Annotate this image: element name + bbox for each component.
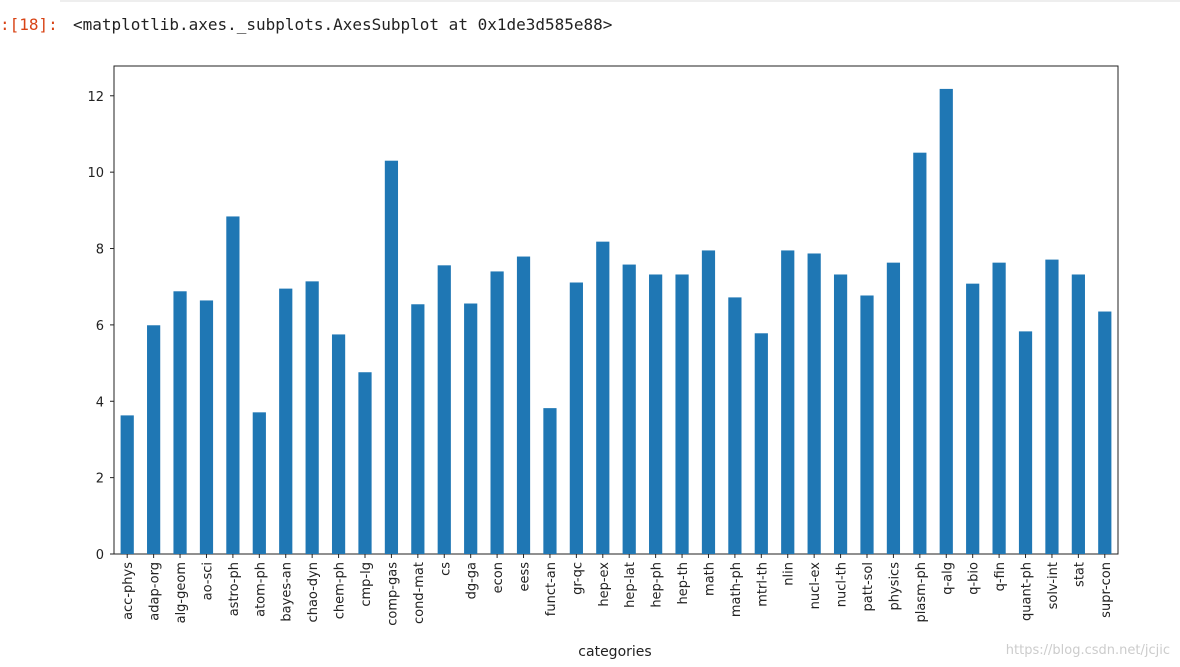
- x-tick-label: stat: [1072, 562, 1087, 587]
- bar: [913, 152, 927, 554]
- bar: [807, 253, 821, 554]
- bar: [728, 297, 742, 554]
- x-tick-label: math-ph: [729, 562, 744, 617]
- x-tick-label: cmp-lg: [359, 562, 374, 607]
- x-tick-label: hep-th: [676, 562, 691, 605]
- bar: [384, 160, 399, 554]
- y-tick-label: 10: [87, 166, 104, 181]
- x-axis-label: categories: [578, 644, 651, 660]
- x-tick-label: eess: [518, 562, 533, 592]
- x-tick-label: bayes-an: [280, 562, 295, 622]
- x-tick-label: comp-gas: [385, 562, 400, 626]
- x-tick-label: nucl-ex: [808, 562, 823, 610]
- bar: [437, 265, 451, 554]
- y-tick-label: 8: [96, 243, 104, 258]
- bar: [1098, 311, 1112, 554]
- x-tick-label: ao-sci: [200, 562, 215, 600]
- y-tick-label: 12: [87, 90, 104, 105]
- x-tick-label: alg-geom: [174, 562, 189, 623]
- bar: [675, 274, 689, 554]
- bar: [331, 334, 346, 554]
- bar: [622, 264, 636, 554]
- bar: [147, 325, 161, 554]
- x-tick-label: cond-mat: [412, 562, 427, 624]
- bar: [252, 412, 266, 554]
- bar: [305, 281, 319, 554]
- bar: [199, 300, 214, 554]
- bar: [781, 250, 795, 554]
- bar: [992, 262, 1006, 554]
- y-tick-label: 6: [96, 319, 104, 334]
- x-tick-label: astro-ph: [227, 562, 242, 616]
- bar: [833, 274, 848, 554]
- bar: [516, 256, 531, 554]
- bar: [569, 282, 583, 554]
- output-text: <matplotlib.axes._subplots.AxesSubplot a…: [73, 15, 612, 34]
- x-tick-label: cs: [438, 562, 453, 576]
- bar: [1018, 331, 1033, 554]
- y-tick-label: 0: [96, 548, 104, 563]
- x-tick-label: plasm-ph: [914, 562, 929, 622]
- x-tick-label: hep-ph: [650, 562, 665, 608]
- bar: [226, 216, 240, 554]
- bar: [1045, 259, 1059, 554]
- output-prompt: :[18]:: [0, 15, 58, 34]
- x-tick-label: chem-ph: [333, 562, 348, 619]
- x-tick-label: nucl-th: [835, 562, 850, 607]
- x-tick-label: q-alg: [940, 562, 955, 595]
- x-tick-label: physics: [887, 562, 902, 611]
- bar: [1071, 274, 1085, 554]
- x-tick-label: adap-org: [148, 562, 163, 621]
- x-tick-label: patt-sol: [861, 562, 876, 611]
- x-tick-label: mtrl-th: [755, 562, 770, 607]
- bar: [966, 283, 980, 554]
- x-tick-label: atom-ph: [253, 562, 268, 617]
- x-tick-label: q-bio: [967, 562, 982, 595]
- bar: [596, 241, 610, 554]
- bar: [886, 262, 901, 554]
- bar: [358, 372, 372, 554]
- bar: [649, 274, 663, 554]
- watermark: https://blog.csdn.net/jcjic: [1006, 643, 1170, 658]
- bar: [543, 408, 557, 554]
- bar: [860, 295, 874, 554]
- x-tick-label: supr-con: [1099, 562, 1114, 618]
- x-tick-label: dg-ga: [465, 562, 480, 599]
- x-tick-label: hep-ex: [597, 562, 612, 607]
- x-tick-label: math: [702, 562, 717, 596]
- bar: [120, 415, 134, 554]
- x-tick-label: hep-lat: [623, 562, 638, 608]
- bar: [939, 88, 953, 554]
- x-tick-label: q-fin: [993, 562, 1008, 591]
- bar: [173, 291, 187, 554]
- x-tick-label: econ: [491, 562, 506, 593]
- x-tick-label: chao-dyn: [306, 562, 321, 622]
- bar: [754, 333, 768, 554]
- y-tick-label: 2: [96, 472, 104, 487]
- x-tick-label: acc-phys: [121, 562, 136, 620]
- x-tick-label: solv-int: [1046, 562, 1061, 609]
- x-tick-label: funct-an: [544, 562, 559, 616]
- x-tick-label: quant-ph: [1020, 562, 1035, 621]
- x-tick-label: nlin: [782, 562, 797, 586]
- bar: [279, 288, 293, 554]
- x-tick-label: gr-qc: [570, 562, 585, 595]
- bar: [464, 303, 478, 554]
- bar: [701, 250, 716, 554]
- bar: [411, 304, 425, 554]
- bar: [490, 271, 504, 554]
- plot-frame: [113, 65, 1119, 555]
- y-tick-label: 4: [96, 395, 104, 410]
